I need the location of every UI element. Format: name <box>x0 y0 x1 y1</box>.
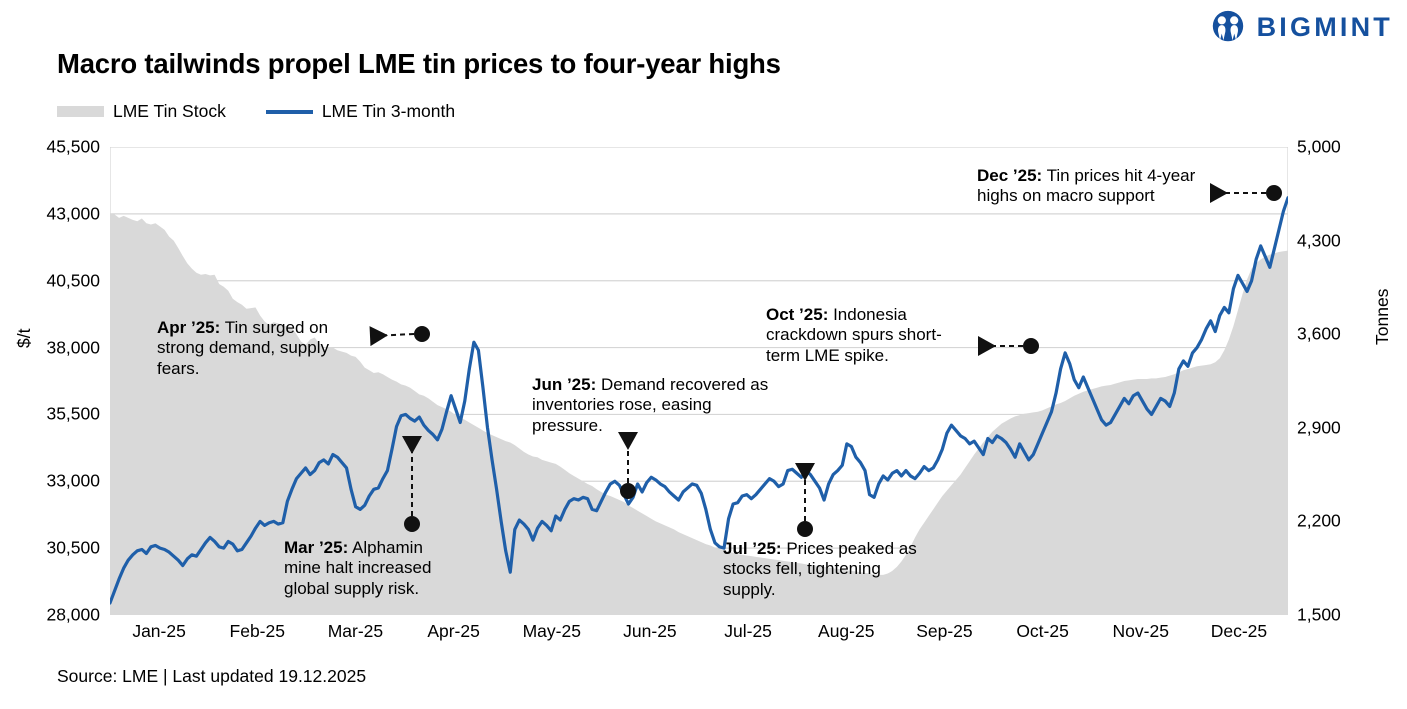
source-note: Source: LME | Last updated 19.12.2025 <box>57 666 367 686</box>
annotation-dec-25-text: Tin prices hit 4-year highs on macro sup… <box>977 166 1196 206</box>
annotation-dec-25-label: Dec ’25: <box>977 166 1043 185</box>
x-tick-dec-25: Dec-25 <box>1210 621 1268 641</box>
annotation-oct-25: Oct ’25: Indonesia crackdown spurs short… <box>766 305 966 366</box>
chart-plot-area <box>110 147 1288 615</box>
y-tick-right-4300: 4,300 <box>1297 230 1341 251</box>
annotation-jul-25-label: Jul ’25: <box>723 539 782 558</box>
y-tick-left-45500: 45,500 <box>46 136 100 157</box>
y-tick-right-5000: 5,000 <box>1297 136 1341 157</box>
y-axis-left-title: $/t <box>14 328 34 348</box>
brand-name: BIGMINT <box>1256 11 1393 42</box>
x-tick-nov-25: Nov-25 <box>1112 621 1169 641</box>
page-title: Macro tailwinds propel LME tin prices to… <box>57 48 781 79</box>
annotation-mar-25-label: Mar ’25: <box>284 538 349 557</box>
brand-logo: BIGMINT <box>1209 8 1393 46</box>
y-tick-right-3600: 3,600 <box>1297 323 1341 344</box>
annotation-oct-25-text: Indonesia crackdown spurs short-term LME… <box>766 305 942 365</box>
annotation-jun-25-text: Demand recovered as inventories rose, ea… <box>532 375 769 435</box>
x-tick-oct-25: Oct-25 <box>1016 621 1069 641</box>
y-tick-right-2200: 2,200 <box>1297 510 1341 531</box>
annotation-jun-25: Jun ’25: Demand recovered as inventories… <box>532 375 782 436</box>
x-tick-aug-25: Aug-25 <box>818 621 875 641</box>
y-axis-right-title: Tonnes <box>1372 288 1392 345</box>
annotation-apr-25-label: Apr ’25: <box>157 318 221 337</box>
legend-line-swatch-icon <box>265 109 313 114</box>
x-tick-jun-25: Jun-25 <box>623 621 677 641</box>
y-tick-right-1500: 1,500 <box>1297 604 1341 625</box>
y-tick-left-38000: 38,000 <box>46 337 100 358</box>
annotation-jul-25: Jul ’25: Prices peaked as stocks fell, t… <box>723 539 938 600</box>
x-tick-sep-25: Sep-25 <box>916 621 973 641</box>
x-axis: Jan-25 Feb-25 Mar-25 Apr-25 May-25 Jun-25 Jul-… <box>110 621 1288 651</box>
legend-item-tin-3month[interactable]: LME Tin 3-month <box>265 101 456 122</box>
annotation-jun-25-label: Jun ’25: <box>532 375 597 394</box>
y-tick-left-35500: 35,500 <box>46 403 100 424</box>
y-tick-left-43000: 43,000 <box>46 203 100 224</box>
y-tick-left-30500: 30,500 <box>46 537 100 558</box>
x-tick-jan-25: Jan-25 <box>132 621 186 641</box>
annotation-oct-25-label: Oct ’25: <box>766 305 829 324</box>
x-tick-feb-25: Feb-25 <box>229 621 285 641</box>
y-axis-left: 28,000 30,500 33,000 35,500 38,000 40,500 43,0… <box>0 137 100 625</box>
y-tick-left-33000: 33,000 <box>46 470 100 491</box>
legend-area-swatch-icon <box>57 106 104 117</box>
annotation-mar-25-text: Alphamin mine halt increased global supp… <box>284 538 432 598</box>
x-tick-mar-25: Mar-25 <box>327 621 384 641</box>
y-axis-right: 1,500 2,200 2,900 3,600 4,300 5,000 <box>1297 137 1367 625</box>
series-area-tin-stock <box>110 213 1288 615</box>
x-tick-apr-25: Apr-25 <box>427 621 480 641</box>
chart-svg <box>110 147 1288 615</box>
legend-label-tin-stock: LME Tin Stock <box>113 101 226 121</box>
chart-legend: LME Tin Stock LME Tin 3-month <box>57 101 455 122</box>
x-tick-may-25: May-25 <box>522 621 581 641</box>
legend-label-tin-3month: LME Tin 3-month <box>321 101 456 121</box>
annotation-apr-25-text: Tin surged on strong demand, supply fear… <box>157 318 329 378</box>
legend-item-tin-stock[interactable]: LME Tin Stock <box>57 101 226 122</box>
y-tick-right-2900: 2,900 <box>1297 417 1341 438</box>
annotation-jul-25-text: Prices peaked as stocks fell, tightening… <box>723 539 917 599</box>
annotation-mar-25: Mar ’25: Alphamin mine halt increased gl… <box>284 538 462 599</box>
x-tick-jul-25: Jul-25 <box>724 621 772 641</box>
annotation-dec-25: Dec ’25: Tin prices hit 4-year highs on … <box>977 166 1222 207</box>
series-line-tin-3month <box>110 196 1288 605</box>
y-tick-left-28000: 28,000 <box>46 604 100 625</box>
annotation-apr-25: Apr ’25: Tin surged on strong demand, su… <box>157 318 357 379</box>
y-tick-left-40500: 40,500 <box>46 270 100 291</box>
bigmint-mark-icon <box>1212 10 1243 42</box>
